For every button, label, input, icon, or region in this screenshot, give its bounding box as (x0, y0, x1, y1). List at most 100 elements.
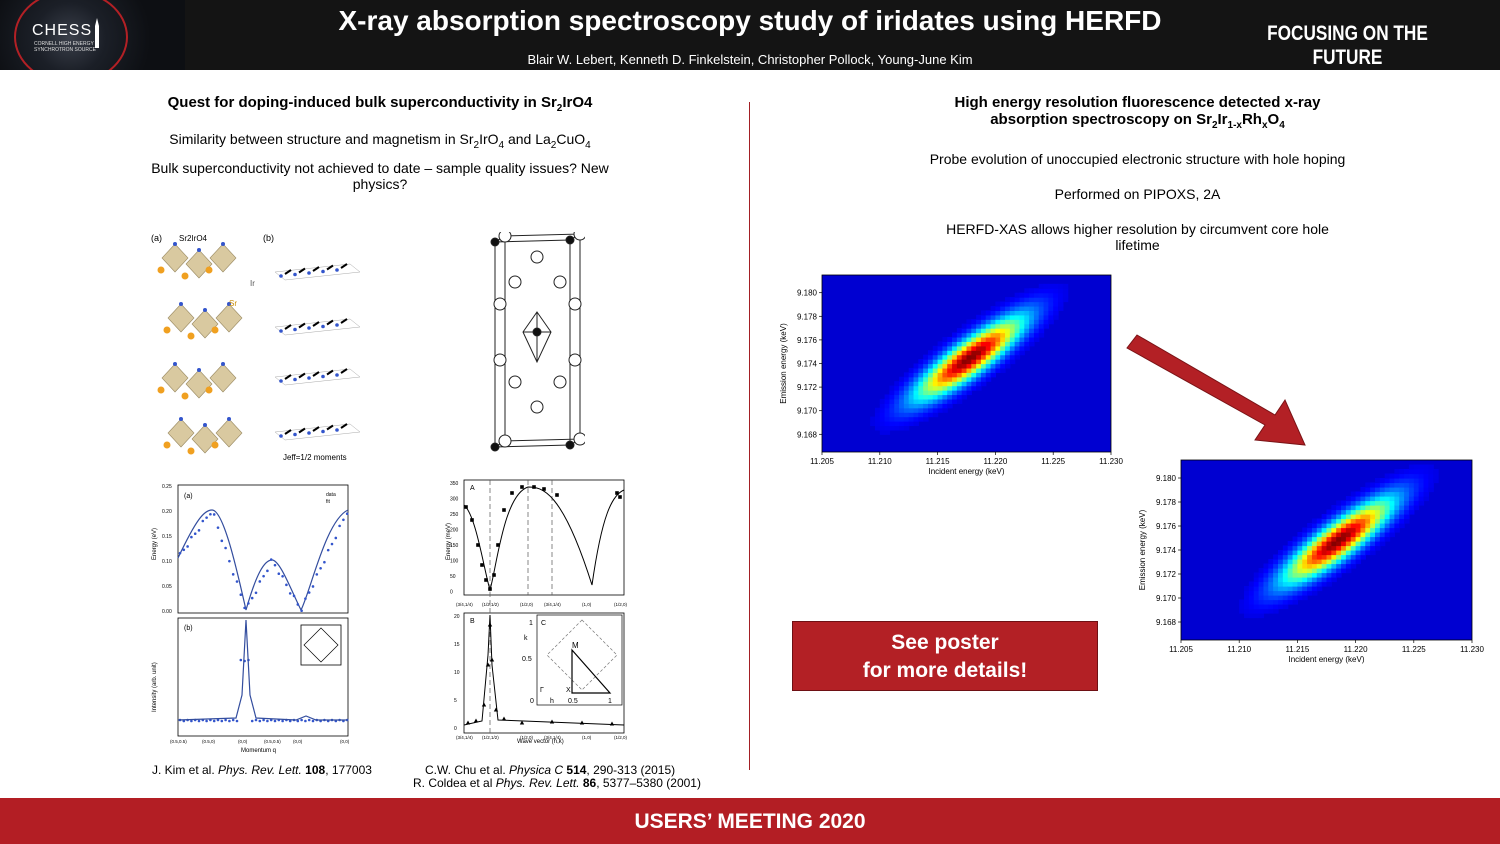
heatmap-cell (952, 336, 958, 342)
heatmap-cell (1038, 297, 1045, 303)
heatmap-cell (1326, 572, 1332, 578)
heatmap-cell (1394, 514, 1400, 520)
heatmap-cell (1370, 541, 1376, 547)
coldea-xtick-b: (3/4,1/4) (456, 735, 473, 740)
heatmap-cell (1253, 599, 1260, 605)
heatmap-cell (1302, 536, 1308, 542)
coldea-ytick-b: 5 (454, 698, 457, 704)
heatmap-cell (1316, 572, 1323, 578)
heatmap-cell (889, 385, 895, 391)
heatmap-cell (1273, 581, 1279, 587)
heatmap-cell (1014, 292, 1021, 298)
heatmap-cell (927, 403, 934, 409)
heatmap-cell (879, 416, 886, 422)
heatmap-cell (1350, 523, 1357, 529)
heatmap-cell (1282, 581, 1289, 587)
heatmap-cell (1350, 536, 1357, 542)
heatmap-cell (1423, 496, 1429, 502)
heatmap-cell (1379, 527, 1386, 533)
heatmap-cell (1009, 350, 1016, 356)
coldea-ylabel: Energy (meV) (446, 523, 452, 560)
tower-icon (95, 18, 99, 48)
heatmap-cell (1336, 541, 1342, 547)
svg-text:C: C (541, 620, 546, 627)
heatmap-cell (1292, 586, 1298, 592)
panel-a-frame (177, 484, 349, 614)
kim-intensity-point (212, 719, 216, 723)
heatmap-cell (985, 350, 992, 356)
heatmap-cell (1273, 595, 1279, 601)
heatmap-cell (927, 376, 934, 382)
heatmap-cell (923, 359, 929, 365)
heatmap-cell (923, 367, 929, 373)
heatmap-cell (1375, 523, 1381, 529)
lattice-atom (508, 275, 522, 289)
lattice-atom (530, 250, 544, 264)
heatmap-cell (1404, 514, 1410, 520)
coldea-point (532, 485, 536, 489)
iro6-octahedron (185, 369, 213, 399)
heatmap-cell (1408, 482, 1415, 488)
heatmap-cell (1331, 523, 1337, 529)
kim-point (212, 513, 216, 516)
heatmap-cell (1355, 500, 1362, 506)
heatmap-cell (1292, 545, 1298, 551)
svg-text:k: k (524, 635, 528, 642)
heatmap-cell (1350, 491, 1357, 497)
kim-point (277, 572, 281, 576)
heatmap-cell (918, 367, 924, 373)
heatmap-cell (1341, 568, 1347, 574)
heatmap-cell (1394, 523, 1400, 529)
heatmap-cell (1311, 577, 1318, 583)
heatmap-cell (1307, 590, 1313, 596)
kim-point (228, 559, 231, 563)
heatmap-cell (952, 385, 958, 391)
heatmap-cell (1379, 482, 1386, 488)
heatmap-cell (908, 398, 915, 404)
heatmap-cell (1019, 292, 1025, 298)
heatmap-cell (952, 363, 958, 369)
heatmap-cell (1019, 305, 1025, 311)
heatmap-cell (956, 398, 963, 404)
heatmap-cell (1053, 288, 1059, 294)
heatmap-cell (1394, 491, 1400, 497)
kim-point (216, 526, 220, 529)
heatmap-cell (966, 376, 972, 382)
kim-xtick: (0,0) (293, 739, 303, 744)
kim-point (269, 558, 273, 561)
heatmap-cell (961, 323, 968, 329)
heatmap-cell (1345, 527, 1352, 533)
heatmap-cell (1384, 473, 1391, 479)
heatmap-cell (937, 372, 944, 378)
heatmap-cell (1268, 586, 1274, 592)
heatmap-cell (947, 403, 953, 409)
heatmap-cell (927, 412, 934, 418)
heatmap-cell (1268, 577, 1274, 583)
magnon-dispersion-plot: (a) (b) data fit 0.25 0.20 0.15 0.10 0.05 0.0… (152, 484, 350, 754)
o-atom (203, 423, 207, 427)
heatmap-cell (990, 350, 996, 356)
heatmap-cell (1389, 482, 1395, 488)
heatmap-cell (1048, 301, 1054, 307)
sr-atom (163, 326, 171, 334)
heatmap-cell (1244, 608, 1250, 614)
heatmap-cell (1311, 559, 1318, 565)
heatmap-cell (874, 416, 881, 422)
heatmap-cell (1062, 297, 1069, 303)
heatmap-cell (1019, 332, 1025, 338)
bulk-text: Bulk superconductivity not achieved to d… (151, 160, 609, 192)
heatmap-cell (980, 319, 987, 325)
heatmap-cell (932, 359, 939, 365)
heatmap-cell (956, 390, 963, 396)
heatmap-cell (942, 345, 948, 351)
heatmap-cell (1263, 595, 1269, 601)
heatmap-cell (990, 359, 996, 365)
heatmap-cell (1053, 283, 1059, 289)
heatmap-cell (1384, 532, 1391, 538)
heatmap-cell (1336, 532, 1342, 538)
heatmap-cell (1428, 473, 1434, 479)
heatmap-cell (1024, 336, 1030, 342)
heatmap-cell (980, 363, 987, 369)
spin-moment (340, 368, 348, 374)
coldea-xtick-b: (1/2,0) (520, 735, 534, 740)
